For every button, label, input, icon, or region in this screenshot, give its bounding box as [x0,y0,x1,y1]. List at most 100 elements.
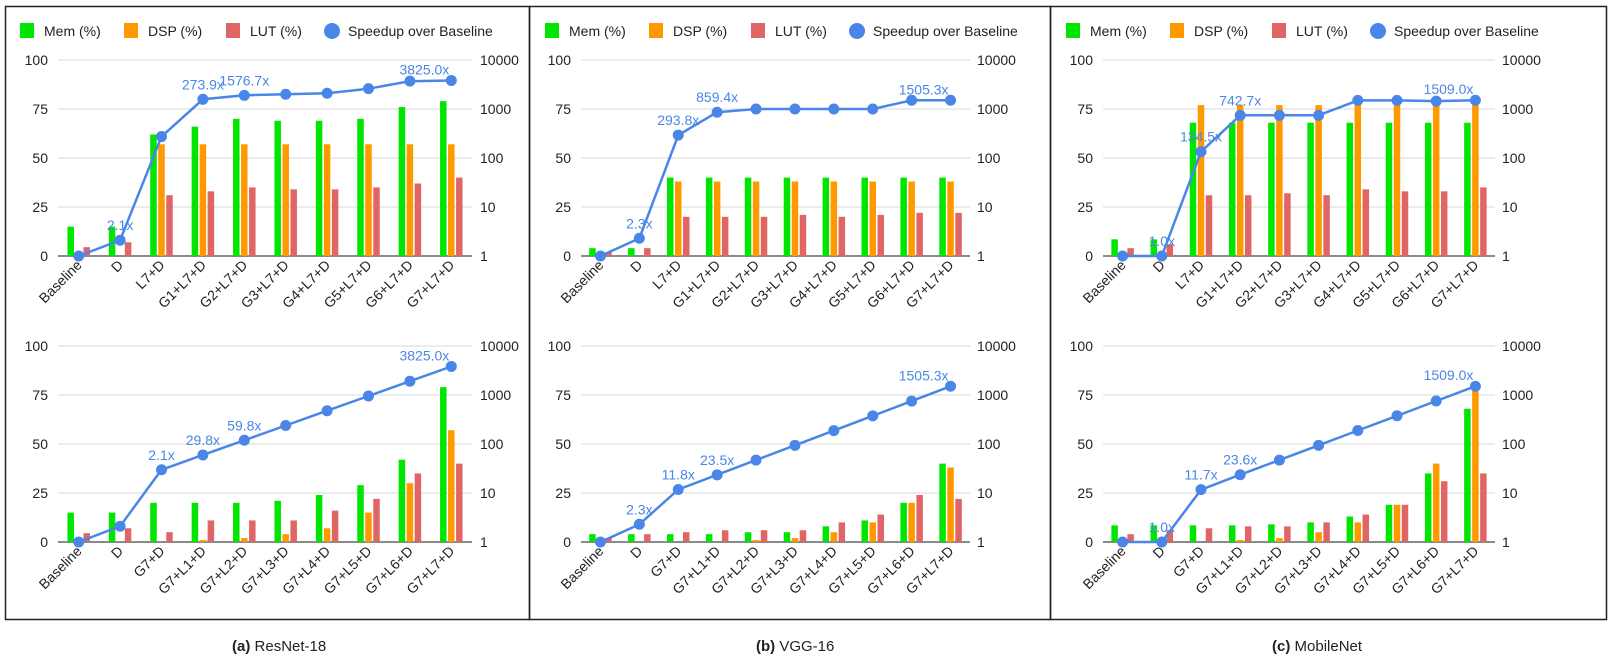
mem-bar [1228,122,1236,256]
speedup-line [1122,98,1476,258]
y-tick-label: 0 [40,248,48,264]
speedup-point [238,89,250,101]
chart-0-bottom: 0 25 50 75 100 1 10 100 1000 10000 2.1x 29.8x 59.8x 3… [25,338,520,597]
dsp-bar [241,538,248,542]
dsp-bar [1236,105,1244,256]
speedup-annotation: 293.8x [657,112,699,128]
speedup-point [906,94,918,106]
mem-legend-label: Mem (%) [569,23,626,39]
dsp-legend-label: DSP (%) [148,23,202,39]
lut-bar [373,498,380,542]
speedup-point [789,103,801,115]
speedup-point [156,131,167,143]
lut-bar [166,532,173,542]
y2-tick-label: 10 [977,485,993,501]
lut-bar [1205,195,1213,256]
dsp-bar [752,181,760,256]
speedup-legend-label: Speedup over Baseline [348,23,493,39]
y-tick-label: 100 [25,52,49,68]
speedup-point [321,87,333,99]
lut-bar [124,528,132,542]
speedup-annotation: 23.5x [700,452,734,468]
lut-bar [1362,514,1370,542]
category-label: Baseline [36,543,85,592]
y-tick-label: 25 [555,485,571,501]
y-tick-label: 0 [563,248,571,264]
lut-bar [799,214,807,256]
lut-bar [838,522,846,542]
lut-bar [1440,191,1448,256]
speedup-point [1234,109,1246,121]
category-label: L7+D [649,257,684,292]
y-tick-label: 0 [1085,534,1093,550]
speedup-point [114,234,126,246]
y2-tick-label: 10 [480,485,496,501]
y-tick-label: 0 [563,534,571,550]
dsp-legend-swatch [1170,23,1184,38]
mem-bar [705,177,713,256]
category-label: L7+D [1172,257,1207,292]
y-tick-label: 100 [1070,52,1094,68]
speedup-annotation: 59.8x [227,417,261,433]
y2-tick-label: 1 [977,248,985,264]
speedup-annotation: 742.7x [1219,92,1261,108]
speedup-annotation: 2.3x [626,215,652,231]
dsp-bar [1472,391,1479,542]
category-label: D [627,543,645,561]
mem-bar [900,177,907,256]
y2-tick-label: 1000 [1502,387,1533,403]
speedup-annotation: 23.6x [1223,452,1257,468]
lut-bar [1284,526,1291,542]
speedup-point [1313,439,1325,451]
speedup-annotation: 2.1x [148,447,174,463]
lut-bar [644,248,651,256]
speedup-line [1122,385,1476,544]
dsp-bar [448,144,455,256]
mem-bar [274,500,281,542]
mem-bar [1268,122,1275,256]
lut-bar [760,530,768,542]
lut-bar [838,216,846,256]
category-label: Baseline [36,257,85,306]
chart-1-top: 0 25 50 75 100 1 10 100 1000 10000 2.3x 293.8x 859.4… [548,52,1017,311]
lut-bar [955,212,962,256]
dsp-bar [947,181,954,256]
category-label: G7+D [1170,543,1207,580]
mem-bar [67,512,74,542]
speedup-annotation: 1509.0x [1424,367,1474,383]
mem-bar [191,126,199,256]
y2-tick-label: 1000 [977,387,1008,403]
mem-bar [315,494,323,542]
dsp-bar [1276,538,1283,542]
lut-bar [456,177,463,256]
lut-bar [605,538,612,542]
lut-bar [331,189,339,256]
mem-bar [744,532,752,542]
panel-caption-c: (c) MobileNet [1272,638,1362,655]
category-label: Baseline [1079,257,1128,306]
mem-bar [233,118,240,256]
speedup-annotation: 1576.7x [219,72,269,88]
y-tick-label: 0 [1085,248,1093,264]
speedup-legend-swatch [849,23,865,39]
mem-bar [667,177,674,256]
speedup-point [594,536,606,548]
speedup-point [1273,454,1285,466]
speedup-legend-swatch [1370,23,1386,39]
lut-bar [1323,195,1330,256]
lut-bar [290,189,297,256]
y-tick-label: 75 [555,387,571,403]
y2-tick-label: 1 [480,248,488,264]
y-tick-label: 75 [1077,101,1093,117]
speedup-point [750,103,762,115]
lut-bar [721,216,729,256]
dsp-legend-swatch [649,23,663,38]
y2-tick-label: 10000 [977,338,1016,354]
lut-legend-swatch [751,23,765,38]
dsp-legend-label: DSP (%) [1194,23,1248,39]
speedup-annotation: 29.8x [186,432,220,448]
mem-bar [1268,524,1275,542]
speedup-point [750,454,762,466]
y-tick-label: 50 [1077,150,1093,166]
speedup-legend-swatch [324,23,340,39]
